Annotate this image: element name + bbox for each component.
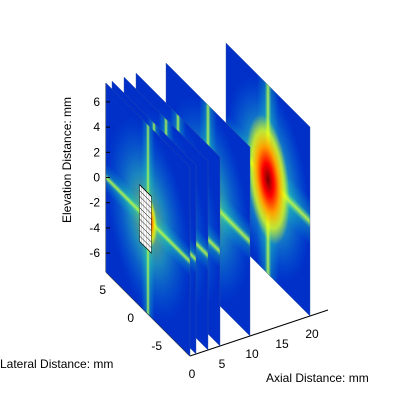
z-tick-label: -6 <box>89 246 100 260</box>
slice-focal-core <box>246 114 290 245</box>
axial-axis-line <box>189 309 329 357</box>
y-tick-labels: 5 0 -5 <box>99 283 162 353</box>
slice-plane <box>105 82 191 357</box>
x-tick-label: 15 <box>275 337 289 351</box>
x-tick-label: 10 <box>245 347 259 361</box>
z-tick-label: 2 <box>93 145 100 159</box>
y-axis-label: Lateral Distance: mm <box>0 357 113 371</box>
y-tick-label: -5 <box>151 339 162 353</box>
z-tick-label: 6 <box>93 95 100 109</box>
z-tick-label: -4 <box>89 221 100 235</box>
x-tick-label: 5 <box>219 357 226 371</box>
y-tick-label: 0 <box>127 311 134 325</box>
x-tick-label: 20 <box>305 327 319 341</box>
z-axis-label: Elevation Distance: mm <box>60 97 74 223</box>
z-tick-labels: 6 4 2 0 -2 -4 -6 <box>89 95 110 260</box>
x-tick-label: 0 <box>189 367 196 381</box>
x-axis-label: Axial Distance: mm <box>266 371 369 385</box>
slice-edge <box>105 82 191 357</box>
z-tick-label: 0 <box>93 171 100 185</box>
y-tick-label: 5 <box>99 283 106 297</box>
slice-planes <box>105 42 311 357</box>
z-tick-label: 4 <box>93 120 100 134</box>
transducer-elements <box>139 183 152 254</box>
slice-edge <box>225 42 311 317</box>
x-tick-labels: 0 5 10 15 20 <box>189 327 319 381</box>
z-tick-label: -2 <box>89 196 100 210</box>
